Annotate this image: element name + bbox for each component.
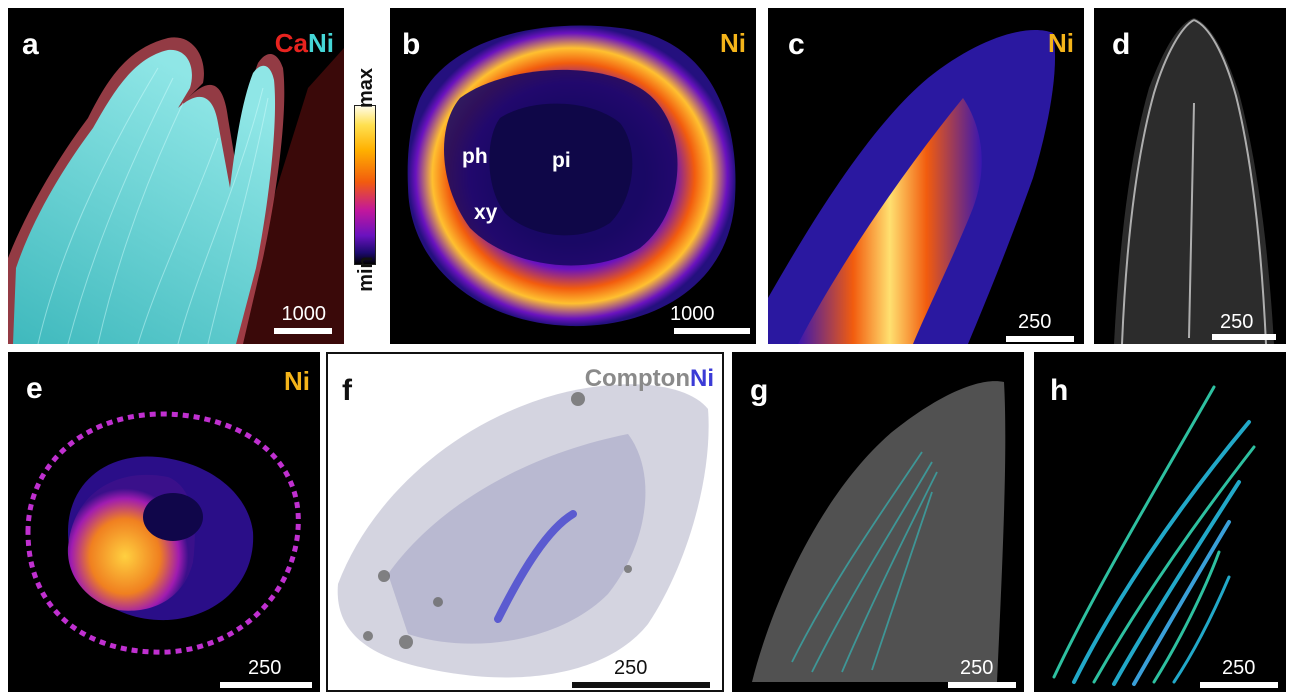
- region-label-pi: pi: [552, 149, 571, 172]
- panel-b: b Ni ph pi xy 1000: [390, 8, 756, 344]
- panel-letter: a: [22, 28, 39, 61]
- region-label-xy: xy: [474, 201, 498, 224]
- ni-label: Ni: [308, 28, 334, 58]
- colorbar-min-label: min: [355, 256, 377, 292]
- panel-f: f ComptonNi 250: [326, 352, 724, 692]
- scale-bar: [948, 682, 1016, 688]
- panel-a: a CaNi 1000: [8, 8, 344, 344]
- panel-h-image: [1052, 385, 1256, 686]
- panel-d-image: [1114, 18, 1274, 344]
- scale-label: 1000: [281, 303, 327, 325]
- panel-letter: d: [1112, 28, 1131, 61]
- panel-letter: g: [750, 374, 769, 407]
- panel-f-image: [337, 384, 709, 678]
- panel-b-image: [407, 25, 736, 327]
- ni-label: Ni: [690, 365, 714, 392]
- panel-c: c Ni 250: [768, 8, 1084, 344]
- scale-bar: [274, 328, 332, 334]
- panel-d: d 250: [1094, 8, 1286, 344]
- compton-label: Compton: [584, 365, 690, 392]
- element-tag: CaNi: [275, 30, 334, 56]
- element-tag: Ni: [720, 28, 746, 58]
- scale-bar: [220, 682, 312, 688]
- scale-label: 250: [1220, 311, 1254, 333]
- panel-c-image: [768, 30, 1056, 344]
- region-label-ph: ph: [462, 145, 488, 168]
- element-tag: ComptonNi: [585, 366, 714, 392]
- element-tag: Ni: [1048, 28, 1074, 58]
- panel-letter: b: [402, 28, 421, 61]
- scale-label: 1000: [670, 303, 715, 325]
- scale-label: 250: [248, 657, 282, 679]
- scale-bar: [1212, 334, 1276, 340]
- scale-label: 250: [1018, 311, 1052, 333]
- element-tag: Ni: [284, 366, 310, 396]
- colorbar-max-label: max: [355, 67, 377, 108]
- scale-bar: [674, 328, 750, 334]
- panel-e: e Ni 250: [8, 352, 320, 692]
- scale-label: 250: [614, 657, 648, 679]
- panel-letter: h: [1050, 374, 1069, 407]
- panel-letter: c: [788, 28, 805, 61]
- scale-bar: [572, 682, 710, 688]
- panel-e-image: [25, 411, 301, 655]
- scale-bar: [1200, 682, 1278, 688]
- panel-g-image: [752, 381, 1006, 682]
- panel-letter: f: [342, 374, 352, 407]
- panel-g: g 250: [732, 352, 1024, 692]
- panel-h: h 250: [1034, 352, 1286, 692]
- scale-label: 250: [1222, 657, 1256, 679]
- ca-label: Ca: [274, 28, 308, 58]
- colorbar: [354, 105, 376, 265]
- panel-letter: e: [26, 372, 43, 405]
- scale-bar: [1006, 336, 1074, 342]
- scale-label: 250: [960, 657, 994, 679]
- panel-a-image: [8, 37, 344, 344]
